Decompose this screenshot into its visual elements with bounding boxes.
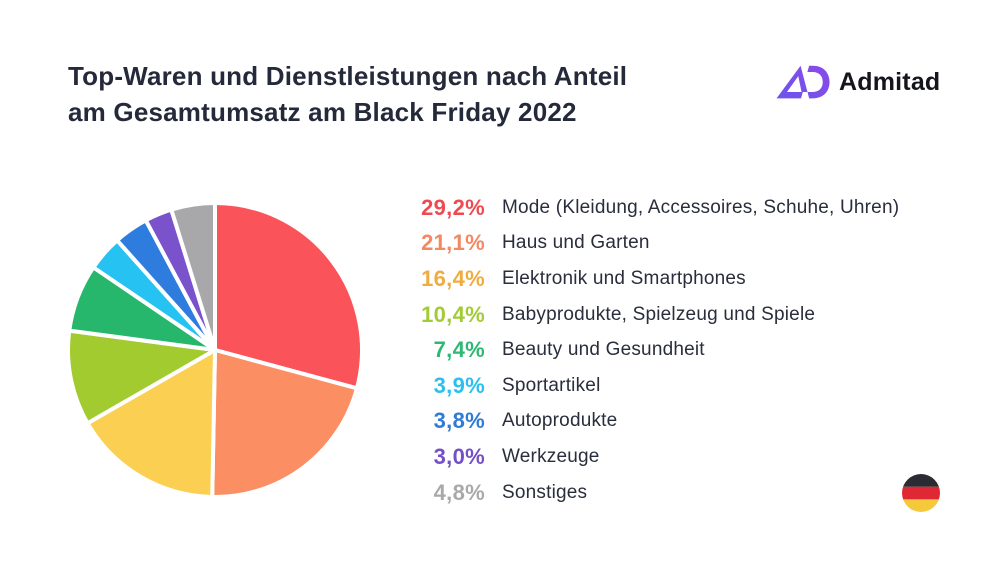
legend-label: Sportartikel xyxy=(502,374,601,396)
pie-slice xyxy=(85,348,217,499)
admitad-logo-text: Admitad xyxy=(839,67,941,96)
pie-chart xyxy=(60,195,370,505)
legend-row: 3,9% Sportartikel xyxy=(400,368,899,404)
legend-percent: 7,4% xyxy=(433,337,485,363)
legend-row: 7,4% Beauty und Gesundheit xyxy=(400,332,899,368)
admitad-logo-icon xyxy=(776,65,830,99)
pie-slice xyxy=(213,201,364,391)
pie-chart-svg xyxy=(66,201,364,499)
page-title: Top-Waren und Dienstleistungen nach Ante… xyxy=(68,58,768,130)
pie-slice xyxy=(210,348,359,499)
pie-slice xyxy=(169,201,217,352)
legend-row: 3,0% Werkzeuge xyxy=(400,439,899,475)
chart-legend: 29,2% Mode (Kleidung, Accessoires, Schuhe… xyxy=(400,190,899,510)
legend-label: Autoprodukte xyxy=(502,410,618,432)
germany-flag-icon xyxy=(902,474,940,512)
legend-row: 3,8% Autoprodukte xyxy=(400,404,899,440)
legend-label: Beauty und Gesundheit xyxy=(502,339,705,361)
legend-percent: 16,4% xyxy=(421,265,485,291)
legend-percent: 10,4% xyxy=(421,301,485,327)
legend-label: Sonstiges xyxy=(502,481,588,503)
title-line-2: am Gesamtumsatz am Black Friday 2022 xyxy=(68,97,577,127)
legend-label: Mode (Kleidung, Accessoires, Schuhe, Uhr… xyxy=(502,196,900,218)
title-line-1: Top-Waren und Dienstleistungen nach Ante… xyxy=(68,61,628,91)
legend-row: 21,1% Haus und Garten xyxy=(400,226,899,262)
legend-row: 4,8% Sonstiges xyxy=(400,475,899,511)
legend-percent: 3,8% xyxy=(433,408,485,434)
legend-label: Elektronik und Smartphones xyxy=(502,267,746,289)
admitad-logo: Admitad xyxy=(772,62,940,102)
legend-percent: 3,0% xyxy=(433,443,485,469)
legend-row: 10,4% Babyprodukte, Spielzeug und Spiele xyxy=(400,297,899,333)
legend-percent: 3,9% xyxy=(433,372,485,398)
legend-label: Haus und Garten xyxy=(502,232,650,254)
legend-row: 16,4% Elektronik und Smartphones xyxy=(400,261,899,297)
pie-slice xyxy=(66,328,217,426)
legend-row: 29,2% Mode (Kleidung, Accessoires, Schuhe… xyxy=(400,190,899,226)
legend-percent: 29,2% xyxy=(421,194,485,220)
legend-label: Babyprodukte, Spielzeug und Spiele xyxy=(502,303,816,325)
legend-label: Werkzeuge xyxy=(502,445,600,467)
legend-percent: 4,8% xyxy=(433,479,485,505)
legend-percent: 21,1% xyxy=(421,230,485,256)
